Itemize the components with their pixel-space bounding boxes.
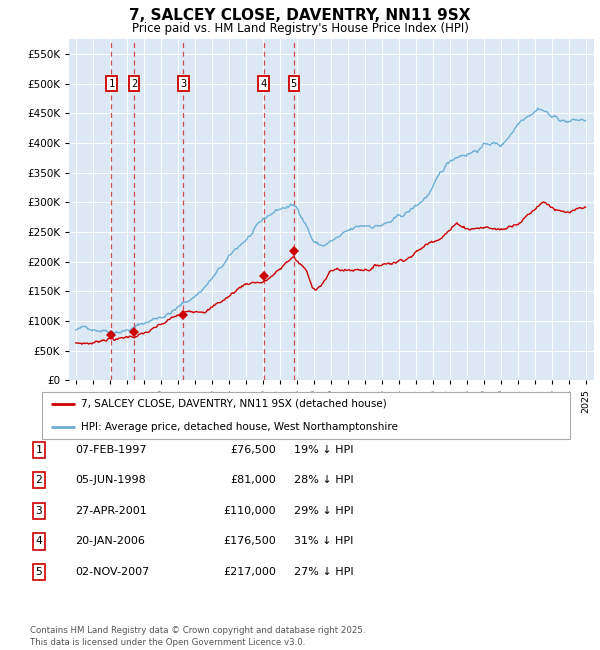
Text: Price paid vs. HM Land Registry's House Price Index (HPI): Price paid vs. HM Land Registry's House … <box>131 22 469 35</box>
Text: 27% ↓ HPI: 27% ↓ HPI <box>294 567 353 577</box>
Text: 3: 3 <box>35 506 43 516</box>
Text: 28% ↓ HPI: 28% ↓ HPI <box>294 475 353 486</box>
Text: 1: 1 <box>108 79 115 88</box>
Text: 27-APR-2001: 27-APR-2001 <box>75 506 147 516</box>
Text: 29% ↓ HPI: 29% ↓ HPI <box>294 506 353 516</box>
Text: 19% ↓ HPI: 19% ↓ HPI <box>294 445 353 455</box>
Text: 2: 2 <box>131 79 137 88</box>
Text: 3: 3 <box>180 79 186 88</box>
Text: HPI: Average price, detached house, West Northamptonshire: HPI: Average price, detached house, West… <box>81 422 398 432</box>
Text: 4: 4 <box>35 536 43 547</box>
Text: £176,500: £176,500 <box>223 536 276 547</box>
Text: £110,000: £110,000 <box>223 506 276 516</box>
Text: 1: 1 <box>35 445 43 455</box>
Text: £217,000: £217,000 <box>223 567 276 577</box>
Text: 05-JUN-1998: 05-JUN-1998 <box>75 475 146 486</box>
Text: 2: 2 <box>35 475 43 486</box>
Text: £81,000: £81,000 <box>230 475 276 486</box>
Text: £76,500: £76,500 <box>230 445 276 455</box>
Text: Contains HM Land Registry data © Crown copyright and database right 2025.
This d: Contains HM Land Registry data © Crown c… <box>30 626 365 647</box>
Text: 02-NOV-2007: 02-NOV-2007 <box>75 567 149 577</box>
Text: 4: 4 <box>260 79 267 88</box>
Text: 7, SALCEY CLOSE, DAVENTRY, NN11 9SX (detached house): 7, SALCEY CLOSE, DAVENTRY, NN11 9SX (det… <box>81 398 387 409</box>
Text: 5: 5 <box>35 567 43 577</box>
Text: 07-FEB-1997: 07-FEB-1997 <box>75 445 146 455</box>
Text: 31% ↓ HPI: 31% ↓ HPI <box>294 536 353 547</box>
Text: 5: 5 <box>291 79 297 88</box>
Text: 20-JAN-2006: 20-JAN-2006 <box>75 536 145 547</box>
Text: 7, SALCEY CLOSE, DAVENTRY, NN11 9SX: 7, SALCEY CLOSE, DAVENTRY, NN11 9SX <box>129 8 471 23</box>
